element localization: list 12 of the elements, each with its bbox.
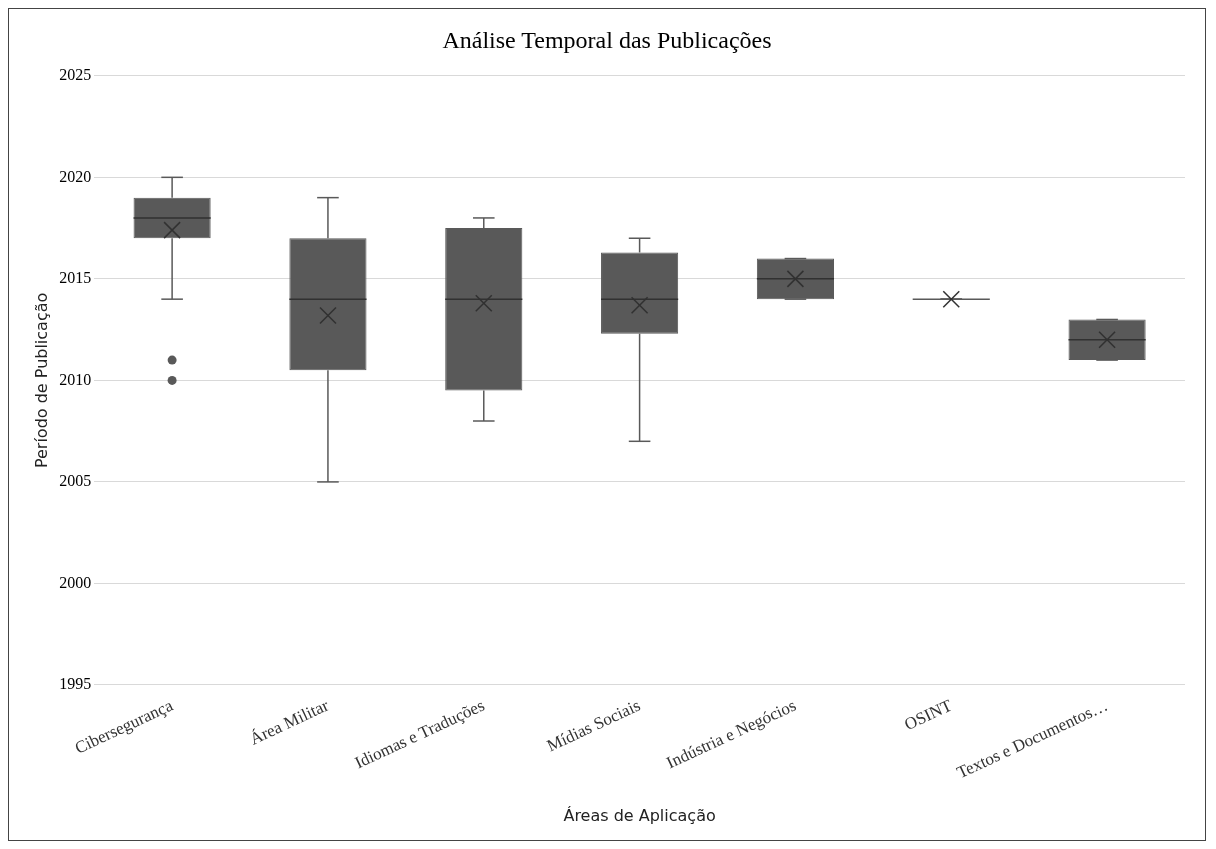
- y-tick-label: 2010: [59, 370, 92, 388]
- y-axis-title: Período de Publicação: [31, 292, 51, 469]
- y-tick-label: 1995: [59, 675, 92, 693]
- y-tick-label: 2025: [59, 66, 92, 83]
- y-tick-label: 2015: [59, 269, 92, 287]
- x-axis-title: Áreas de Aplicação: [563, 805, 716, 825]
- y-tick-label: 2020: [59, 167, 92, 185]
- x-tick-label: Mídias Sociais: [543, 695, 644, 756]
- x-tick-label: Área Militar: [246, 695, 332, 749]
- y-tick-label: 2000: [59, 573, 92, 591]
- y-tick-label: 2005: [59, 472, 92, 490]
- chart-title: Análise Temporal das Publicações: [442, 26, 772, 53]
